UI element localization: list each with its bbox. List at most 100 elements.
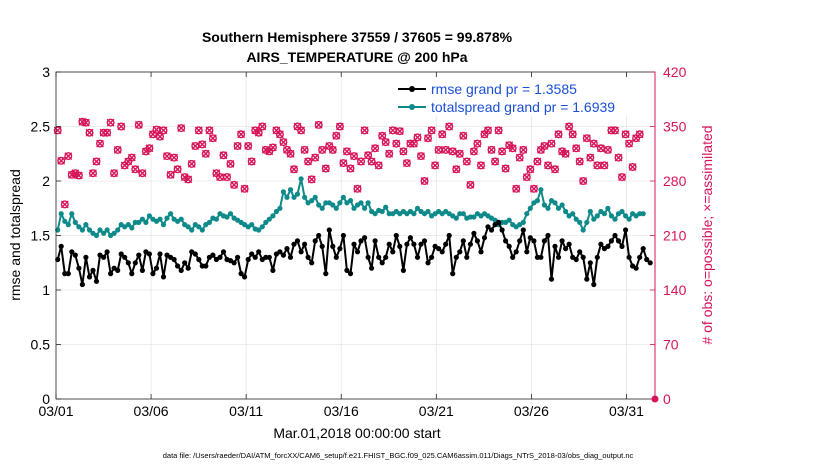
spread-point-101: [411, 211, 417, 217]
obs-possible-marker-161: [621, 130, 630, 139]
obs-assimilated-marker-116: [462, 157, 471, 166]
obs-possible-marker-35: [177, 124, 186, 133]
obs-possible-marker-6: [74, 171, 83, 180]
obs-point-63: [275, 130, 284, 139]
spread-point-75: [319, 205, 325, 211]
rmse-point-90: [372, 238, 378, 244]
obs-point-69: [297, 126, 306, 135]
obs-possible-marker-23: [134, 120, 143, 129]
spread-point-134: [527, 205, 533, 211]
rmse-point-30: [160, 274, 167, 280]
obs-point-76: [321, 164, 330, 173]
obs-point-119: [473, 139, 482, 148]
obs-point-149: [579, 176, 588, 185]
obs-possible-marker-84: [350, 152, 359, 161]
spread-point-38: [189, 227, 195, 233]
rmse-point-33: [171, 256, 177, 263]
obs-assimilated-marker-113: [452, 165, 461, 174]
rmse-point-83: [347, 271, 354, 277]
obs-assimilated-marker-139: [544, 161, 552, 170]
obs-possible-marker-1: [57, 156, 66, 165]
obs-point-147: [572, 144, 581, 153]
obs-point-113: [452, 165, 461, 174]
obs-point-90: [371, 144, 380, 153]
rmse-point-64: [280, 252, 286, 258]
obs-assimilated-marker-119: [473, 139, 482, 148]
obs-point-47: [219, 151, 228, 160]
obs-point-105: [424, 134, 433, 143]
obs-point-0: [53, 126, 62, 135]
obs-assimilated-marker-104: [420, 177, 429, 185]
y2-tick-label-6: 420: [663, 64, 687, 80]
obs-assimilated-marker-122: [484, 126, 492, 135]
spread-point-69: [298, 176, 304, 182]
obs-possible-marker-64: [279, 138, 288, 147]
obs-possible-marker-14: [103, 128, 112, 137]
obs-possible-marker-94: [385, 149, 394, 158]
obs-assimilated-marker-80: [336, 122, 344, 131]
obs-assimilated-marker-39: [191, 142, 200, 150]
obs-assimilated-marker-30: [159, 126, 168, 135]
obs-assimilated-marker-35: [177, 124, 186, 132]
obs-assimilated-marker-111: [445, 122, 454, 131]
rmse-point-10: [90, 267, 96, 273]
spread-point-2: [62, 218, 68, 224]
obs-possible-marker-145: [565, 122, 574, 131]
obs-possible-marker-55: [247, 157, 256, 166]
obs-point-156: [603, 145, 612, 154]
spread-point-79: [333, 205, 339, 211]
obs-assimilated-marker-142: [554, 130, 563, 139]
obs-possible-marker-24: [138, 169, 147, 178]
obs-assimilated-marker-78: [328, 146, 337, 154]
spread-point-43: [206, 219, 212, 225]
rmse-point-87: [362, 235, 368, 241]
obs-assimilated-marker-112: [448, 147, 457, 156]
spread-point-23: [136, 219, 142, 225]
obs-possible-marker-79: [332, 131, 341, 140]
obs-possible-marker-154: [596, 144, 605, 153]
rmse-point-80: [337, 246, 343, 252]
rmse-point-39: [192, 251, 198, 257]
obs-assimilated-marker-97: [395, 127, 404, 136]
obs-assimilated-marker-143: [558, 147, 566, 156]
obs-possible-marker-47: [219, 151, 228, 160]
spread-point-5: [72, 219, 78, 225]
y2-axis-origin-marker: [651, 395, 659, 403]
y-axis-label: rmse and totalspread: [7, 169, 23, 301]
obs-possible-marker-90: [371, 144, 380, 153]
rmse-point-145: [566, 241, 572, 247]
obs-assimilated-marker-3: [64, 152, 73, 160]
rmse-point-123: [488, 227, 495, 233]
rmse-point-56: [252, 254, 258, 260]
rmse-point-135: [531, 238, 537, 244]
obs-assimilated-marker-132: [519, 146, 528, 154]
obs-possible-marker-17: [113, 145, 122, 154]
obs-possible-marker-34: [173, 165, 182, 174]
obs-point-111: [445, 122, 454, 131]
obs-point-50: [230, 180, 239, 189]
rmse-point-75: [319, 243, 325, 249]
obs-possible-marker-48: [222, 173, 231, 182]
obs-possible-marker-8: [81, 118, 90, 127]
spread-point-65: [284, 194, 290, 200]
obs-assimilated-marker-103: [417, 152, 425, 160]
obs-point-78: [328, 145, 337, 154]
rmse-point-99: [404, 241, 410, 247]
spread-point-84: [351, 205, 357, 211]
rmse-point-114: [457, 249, 463, 255]
rmse-point-46: [217, 254, 223, 260]
spread-point-35: [178, 216, 184, 222]
obs-assimilated-marker-74: [314, 121, 323, 129]
rmse-point-133: [524, 249, 530, 255]
obs-assimilated-marker-49: [226, 160, 235, 168]
spread-point-73: [312, 194, 318, 200]
obs-assimilated-marker-160: [618, 173, 626, 181]
spread-point-87: [362, 205, 368, 211]
obs-point-38: [187, 159, 196, 168]
rmse-point-65: [284, 246, 290, 252]
obs-assimilated-marker-18: [117, 122, 126, 131]
obs-possible-marker-50: [230, 180, 239, 189]
obs-assimilated-marker-1: [57, 156, 66, 165]
obs-assimilated-marker-148: [575, 157, 584, 166]
spread-point-31: [164, 215, 170, 221]
